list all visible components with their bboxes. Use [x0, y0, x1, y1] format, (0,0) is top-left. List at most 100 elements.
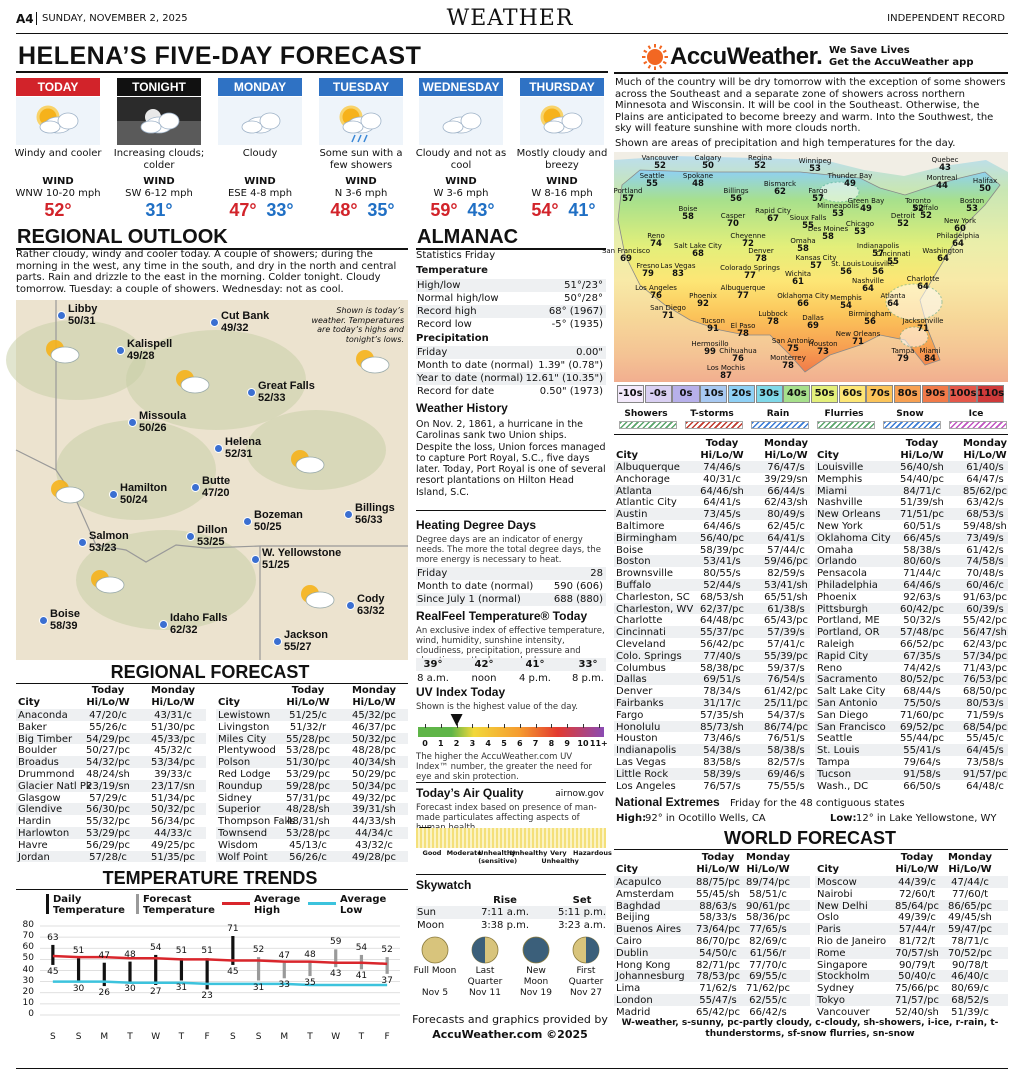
row-label: Record for date	[417, 386, 495, 397]
monday: 46/40/c	[951, 971, 989, 983]
uv-indicator	[450, 714, 463, 726]
monday: 60/46/c	[966, 580, 1004, 591]
map-note: Shown is today’s weather. Temperatures a…	[311, 306, 404, 344]
monday: 77/70/c	[749, 959, 787, 971]
city-temps: 50/25	[254, 521, 282, 533]
monday: 57/39/s	[767, 627, 805, 639]
y-tick-label: 50	[22, 953, 34, 964]
map-city: Toronto	[905, 197, 931, 205]
map-temp: 64	[887, 299, 899, 309]
map-city: Dallas	[802, 314, 824, 322]
band-label: 100s	[949, 388, 977, 399]
wind-label: WIND	[546, 176, 578, 187]
monday: 53/41/sh	[764, 580, 808, 591]
city-temps: 50/26	[139, 422, 167, 434]
x-tick-label: M	[100, 1032, 109, 1042]
rule	[16, 889, 408, 890]
monday: 49/32/pc	[351, 792, 397, 804]
today: 67/35/s	[903, 650, 941, 662]
aq-level: Unhealthy	[509, 849, 548, 857]
low-label: 41	[355, 971, 368, 982]
city: Brownsville	[616, 568, 674, 580]
map-city: New York	[943, 217, 977, 225]
outlook-text: Rather cloudy, windy and cooler today. A…	[16, 249, 397, 295]
row-value: 0.00"	[576, 347, 603, 358]
city-temps: 50/24	[120, 494, 148, 506]
row-label: Month to date (normal)	[417, 581, 534, 592]
temp-band	[700, 385, 728, 403]
rule	[416, 510, 606, 511]
map-city: New Orleans	[835, 330, 881, 338]
legend-swatch	[308, 902, 336, 905]
row-shade	[815, 899, 1008, 912]
monday: 60/39/s	[966, 603, 1004, 615]
row-shade	[614, 461, 810, 473]
legend-label: Average High	[254, 894, 301, 916]
temp-bar	[308, 961, 312, 977]
wind: W 3-6 mph	[433, 188, 489, 199]
set-time: 5:11 p.m.	[557, 907, 607, 918]
paper-name: INDEPENDENT RECORD	[887, 13, 1005, 24]
uv-tick	[425, 724, 426, 728]
today: 66/52/pc	[899, 639, 945, 650]
wind: N 3-6 mph	[334, 188, 388, 199]
map-cloud	[55, 486, 85, 504]
y-tick-label: 10	[22, 997, 34, 1008]
map-city: Billings	[723, 187, 749, 195]
monday: 82/57/s	[767, 757, 805, 768]
monday: 82/69/c	[749, 936, 787, 947]
temp-band	[810, 385, 839, 403]
col-head: Hi/Lo/W	[700, 450, 744, 461]
city-name: Cody	[357, 593, 385, 605]
monday: 65/43/pc	[763, 615, 809, 627]
wind: W 8-16 mph	[531, 188, 593, 199]
monday: 70/48/s	[966, 568, 1004, 580]
x-tick-label: S	[229, 1032, 236, 1042]
monday: 40/34/sh	[352, 757, 396, 769]
high-label: 63	[47, 932, 59, 943]
city: New York	[817, 521, 863, 532]
section-title: Weather History	[416, 401, 508, 415]
map-temp: 72	[742, 239, 754, 249]
weather-icon	[218, 97, 302, 145]
x-tick-label: F	[204, 1032, 210, 1042]
rain	[357, 134, 362, 143]
col-head: City	[616, 450, 639, 461]
today: 73/64/pc	[695, 924, 741, 936]
today: 71/57/pc	[894, 995, 940, 1006]
row-shade	[16, 850, 206, 863]
city-temps: 47/20	[202, 487, 230, 499]
source: airnow.gov	[555, 789, 604, 799]
monday: 49/45/sh	[948, 912, 992, 924]
city: Beijing	[616, 912, 651, 924]
section-title: Today’s Air Quality	[416, 786, 524, 800]
cloud	[342, 120, 364, 134]
monday: 61/42/s	[966, 544, 1004, 556]
low-label: 37	[381, 975, 393, 986]
today: 48/28/sh	[286, 804, 330, 816]
x-tick-label: S	[255, 1032, 262, 1042]
today: 64/48/pc	[699, 615, 745, 627]
city: Miles City	[218, 733, 267, 745]
city: Cairo	[616, 936, 642, 947]
y-tick-label: 0	[28, 1009, 34, 1019]
city: Salt Lake City	[817, 686, 886, 698]
city: Houston	[616, 733, 658, 745]
monday: 91/57/pc	[962, 768, 1008, 780]
map-temp: 60	[954, 224, 966, 234]
low-label: 45	[47, 966, 59, 977]
subtitle: Statistics Friday	[416, 250, 496, 261]
row-shade	[614, 994, 810, 1006]
row-shade	[416, 279, 606, 292]
band-label: -0s	[649, 388, 667, 399]
col-head: Monday	[763, 438, 809, 449]
high-label: 48	[124, 949, 136, 960]
city-name: Salmon	[89, 530, 129, 542]
map-temp: 87	[720, 371, 732, 381]
today: 53/41/s	[703, 556, 741, 568]
high-label: 48	[304, 949, 316, 960]
map-city: Minneapolis	[817, 202, 859, 210]
low-label: 30	[124, 983, 136, 994]
city: Charlotte	[616, 615, 663, 627]
moon-phases	[421, 936, 600, 964]
